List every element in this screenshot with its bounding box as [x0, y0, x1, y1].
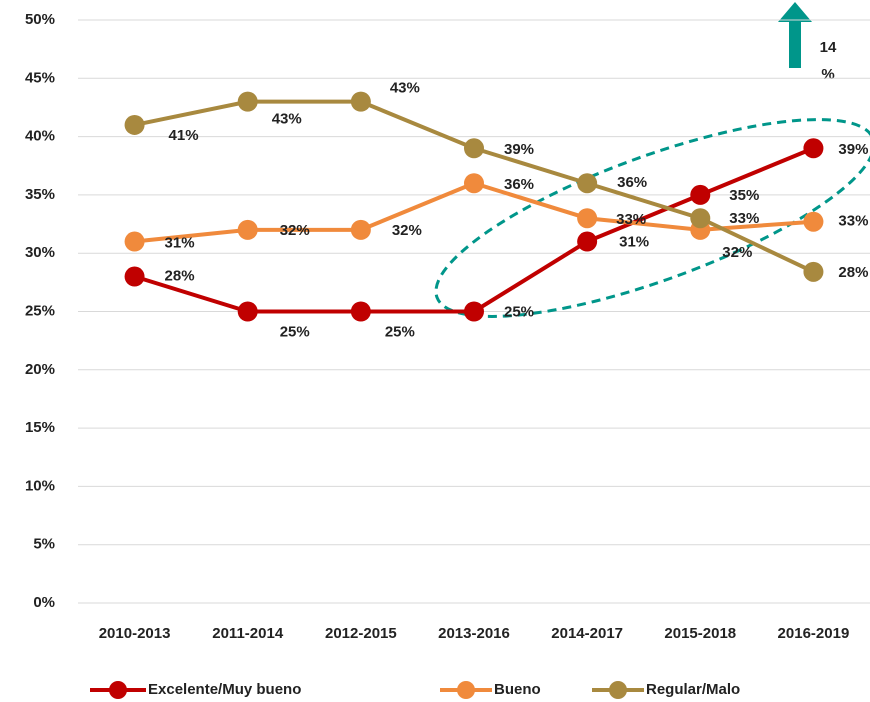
y-tick-label: 35%: [25, 186, 55, 203]
x-tick-label: 2013-2016: [438, 625, 510, 642]
data-point: [690, 185, 710, 205]
chart: 14 % 0% 5% 10% 15% 20% 25% 30% 35% 40% 45% 50% 2010…: [0, 0, 870, 702]
y-tick-label: 40%: [25, 128, 55, 145]
data-point: [238, 220, 258, 240]
data-point: [351, 302, 371, 322]
data-label: 32%: [280, 222, 310, 239]
legend-label: Bueno: [494, 681, 541, 698]
y-tick-label: 10%: [25, 477, 55, 494]
data-point: [125, 115, 145, 135]
x-tick-label: 2010-2013: [99, 625, 171, 642]
y-tick-label: 45%: [25, 69, 55, 86]
annotation: 14: [820, 39, 837, 56]
legend-marker: [457, 681, 475, 699]
data-label: 32%: [392, 222, 422, 239]
x-tick-label: 2012-2015: [325, 625, 397, 642]
data-label: 36%: [617, 174, 647, 191]
x-tick-label: 2011-2014: [212, 625, 284, 642]
y-tick-label: 25%: [25, 302, 55, 319]
data-label: 41%: [169, 127, 199, 144]
y-tick-label: 5%: [33, 536, 55, 553]
legend-marker: [109, 681, 127, 699]
y-tick-label: 0%: [33, 594, 55, 611]
data-point: [690, 208, 710, 228]
data-label: 31%: [619, 234, 649, 251]
data-point: [803, 262, 823, 282]
data-label: 43%: [272, 111, 302, 128]
x-tick-label: 2014-2017: [551, 625, 623, 642]
data-point: [803, 212, 823, 232]
y-tick-label: 20%: [25, 361, 55, 378]
y-tick-label: 50%: [25, 11, 55, 28]
data-label: 32%: [722, 244, 752, 261]
data-point: [577, 208, 597, 228]
data-label: 35%: [729, 187, 759, 204]
data-label: 25%: [385, 323, 415, 340]
data-point: [351, 220, 371, 240]
y-tick-label: 30%: [25, 244, 55, 261]
data-label: 25%: [280, 323, 310, 340]
data-label: 28%: [165, 267, 195, 284]
data-point: [464, 302, 484, 322]
x-tick-label: 2016-2019: [778, 625, 850, 642]
y-tick-label: 15%: [25, 419, 55, 436]
annotation: %: [821, 66, 834, 83]
legend-label: Regular/Malo: [646, 681, 740, 698]
data-point: [238, 92, 258, 112]
data-point: [351, 92, 371, 112]
data-point: [464, 138, 484, 158]
data-point: [238, 302, 258, 322]
data-point: [577, 232, 597, 252]
data-point: [125, 232, 145, 252]
legend-marker: [609, 681, 627, 699]
data-label: 39%: [838, 141, 868, 158]
data-label: 33%: [729, 210, 759, 227]
up-arrow: [778, 2, 812, 68]
data-label: 33%: [616, 211, 646, 228]
x-tick-label: 2015-2018: [664, 625, 736, 642]
data-label: 36%: [504, 176, 534, 193]
data-point: [464, 173, 484, 193]
data-label: 39%: [504, 141, 534, 158]
data-point: [577, 173, 597, 193]
data-label: 33%: [838, 213, 868, 230]
data-point: [803, 138, 823, 158]
data-label: 31%: [165, 235, 195, 252]
data-label: 25%: [504, 303, 534, 320]
data-label: 28%: [838, 264, 868, 281]
legend-label: Excelente/Muy bueno: [148, 681, 301, 698]
data-label: 43%: [390, 80, 420, 97]
data-point: [125, 267, 145, 287]
